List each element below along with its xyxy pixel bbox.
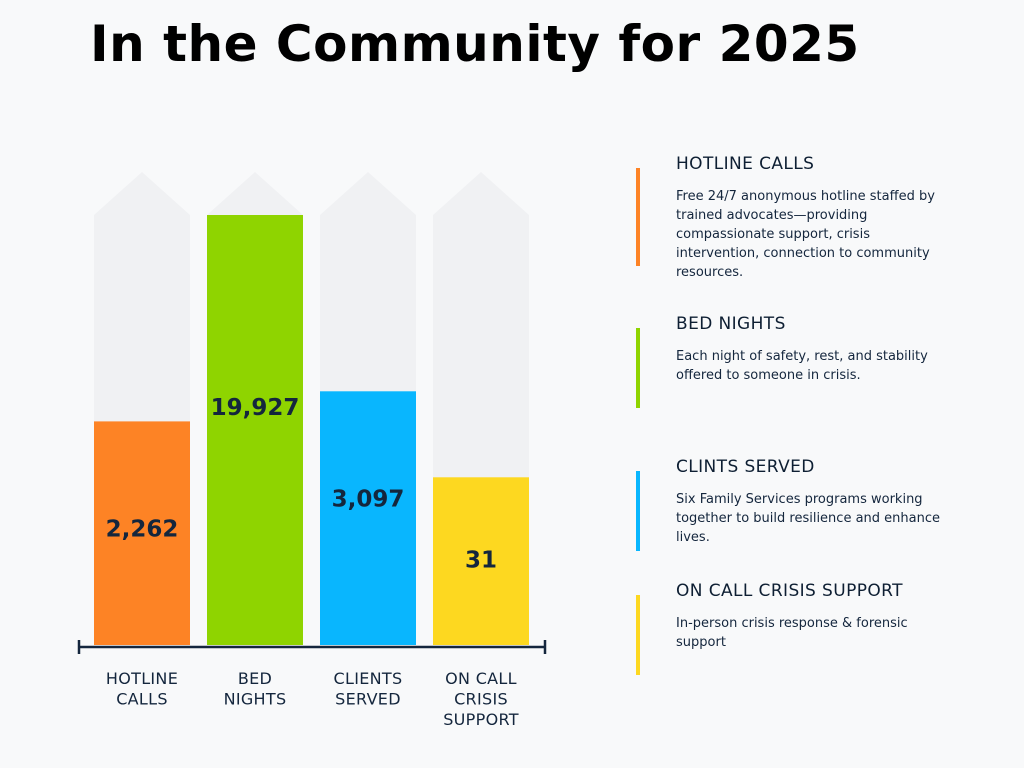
category-label-bed-nights: BED NIGHTS — [224, 669, 287, 709]
legend-title: HOTLINE CALLS — [676, 154, 815, 174]
legend-color-bar — [636, 328, 640, 408]
legend-description: In-person crisis response & forensic sup… — [676, 616, 908, 650]
bar-bed-nights — [207, 215, 303, 645]
legend-color-bar — [636, 471, 640, 551]
bar-chart: 2,262 HOTLINE CALLS 19,927 BED NIGHTS 3,097 CLI… — [77, 215, 547, 729]
legend-color-bar — [636, 168, 640, 266]
legend-title: CLINTS SERVED — [676, 457, 815, 477]
bar-clients-served — [320, 391, 416, 645]
bar-value-label-on-call-crisis-support: 31 — [465, 547, 497, 573]
bar-value-label-bed-nights: 19,927 — [211, 395, 300, 421]
legend-description: Free 24/7 anonymous hotline staffed by t… — [676, 189, 935, 280]
bar-value-label-clients-served: 3,097 — [332, 486, 405, 512]
legend-description: Each night of safety, rest, and stabilit… — [676, 349, 928, 383]
legend-color-bar — [636, 595, 640, 675]
bar-on-call-crisis-support — [433, 477, 529, 645]
category-label-clients-served: CLIENTS SERVED — [334, 669, 403, 709]
legend-title: ON CALL CRISIS SUPPORT — [676, 581, 903, 601]
page-title: In the Community for 2025 — [90, 15, 860, 73]
legend-description: Six Family Services programs working tog… — [676, 492, 940, 545]
bar-hotline-calls — [94, 421, 190, 645]
category-label-on-call-crisis-support: ON CALL CRISIS SUPPORT — [443, 669, 519, 729]
category-label-hotline-calls: HOTLINE CALLS — [106, 669, 178, 709]
bar-value-label-hotline-calls: 2,262 — [106, 516, 179, 542]
legend-title: BED NIGHTS — [676, 314, 786, 334]
